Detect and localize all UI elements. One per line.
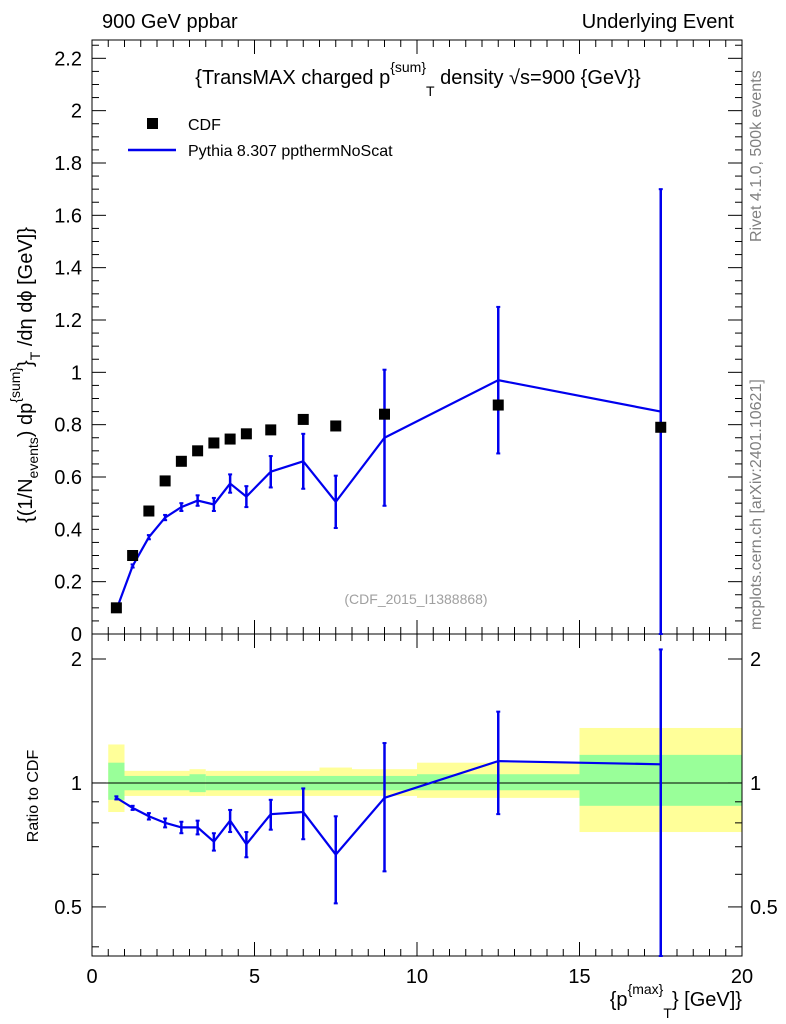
cdf-point xyxy=(330,420,342,432)
upper-y-tick-label: 1.2 xyxy=(54,310,82,332)
cdf-point xyxy=(175,455,187,467)
upper-y-tick-label: 0.4 xyxy=(54,519,82,541)
upper-y-tick-label: 0 xyxy=(71,624,82,646)
ratio-y-tick-label-right: 2 xyxy=(750,649,761,671)
x-tick-label-0: 0 xyxy=(86,966,97,988)
cdf-point xyxy=(127,549,139,561)
ratio-y-tick-label-right: 1 xyxy=(750,773,761,795)
cdf-point xyxy=(110,602,122,614)
cdf-point xyxy=(159,475,171,487)
cdf-point xyxy=(379,408,390,420)
analysis-watermark: (CDF_2015_I1388868) xyxy=(344,591,487,607)
upper-y-tick-label: 2 xyxy=(71,101,82,123)
upper-y-tick-label: 0.8 xyxy=(54,415,82,437)
x-tick-label-20: 20 xyxy=(731,966,753,988)
rivet-version-text: Rivet 4.1.0, 500k events xyxy=(748,70,765,242)
header-right-text: Underlying Event xyxy=(582,11,735,33)
cdf-point xyxy=(224,433,236,445)
mcplots-source-text: mcplots.cern.ch [arXiv:2401.10621] xyxy=(748,379,765,630)
cdf-point xyxy=(143,505,155,517)
upper-y-tick-label: 2.2 xyxy=(54,48,82,70)
cdf-point xyxy=(208,437,220,449)
x-tick-label-15: 15 xyxy=(568,966,590,988)
ratio-band-inner-0 xyxy=(108,762,125,800)
cdf-point xyxy=(655,421,667,433)
upper-y-tick-label: 1.8 xyxy=(54,153,82,175)
ratio-y-tick-label: 0.5 xyxy=(54,897,82,919)
cdf-point xyxy=(297,413,309,425)
upper-y-tick-label: 1.6 xyxy=(54,205,82,227)
legend-pythia-label: Pythia 8.307 ppthermNoScat xyxy=(188,143,393,160)
ratio-y-axis-label: Ratio to CDF xyxy=(25,750,42,843)
cdf-point xyxy=(240,428,252,440)
header-left-text: 900 GeV ppbar xyxy=(102,11,238,33)
upper-y-tick-label: 1.4 xyxy=(54,258,82,280)
upper-y-tick-label: 0.2 xyxy=(54,572,82,594)
ratio-y-tick-label: 1 xyxy=(71,773,82,795)
cdf-point xyxy=(192,445,204,457)
legend-cdf-label: CDF xyxy=(188,117,221,134)
x-tick-label-5: 5 xyxy=(249,966,260,988)
cdf-point xyxy=(492,399,504,411)
upper-y-tick-label: 1 xyxy=(71,362,82,384)
ratio-y-tick-label: 2 xyxy=(71,649,82,671)
legend-cdf-marker xyxy=(147,118,158,129)
ratio-y-tick-label-right: 0.5 xyxy=(750,897,778,919)
plot-title: {TransMAX charged p{sum}T density √s=900… xyxy=(195,59,641,99)
cdf-point xyxy=(265,424,277,436)
upper-y-tick-label: 0.6 xyxy=(54,467,82,489)
x-axis-label: {p{max}T} [GeV]} xyxy=(610,981,743,1021)
upper-y-axis-label: {(1/Nevents) dp{sum}}T /dη dϕ [GeV]} xyxy=(7,227,43,523)
x-tick-label-10: 10 xyxy=(406,966,428,988)
